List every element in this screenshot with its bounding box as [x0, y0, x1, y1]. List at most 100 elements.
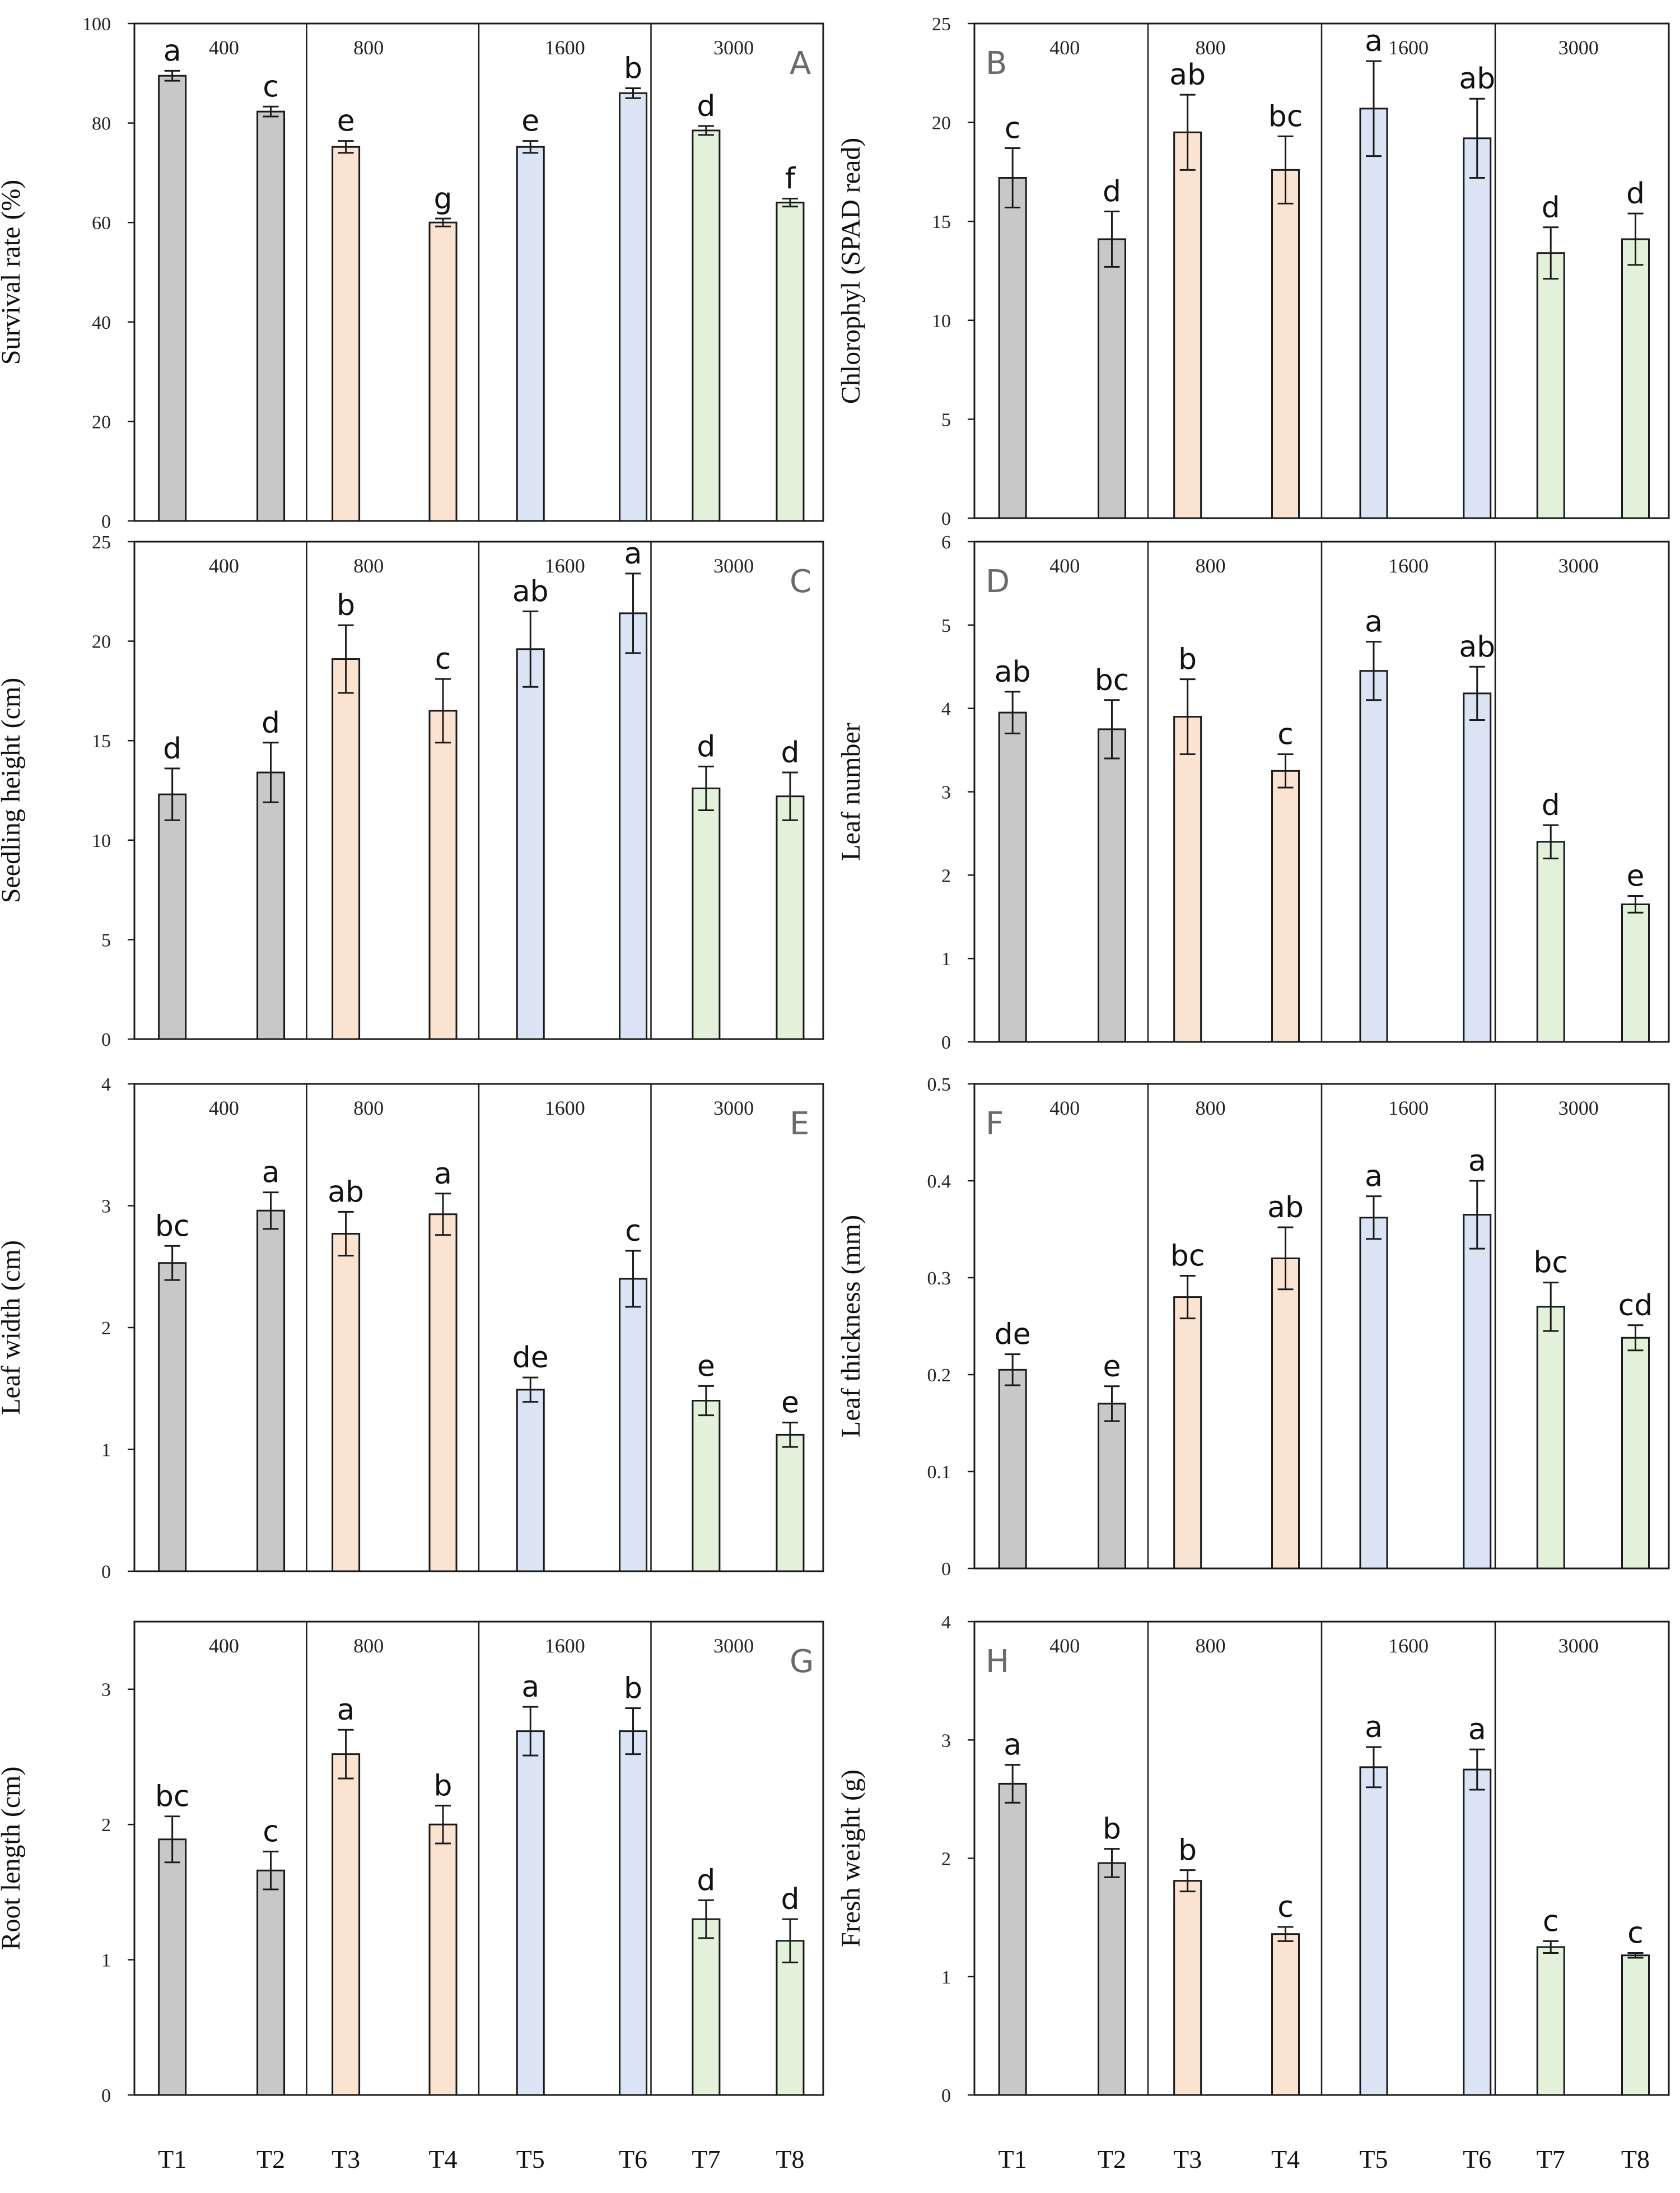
bar-t5 — [516, 648, 545, 1040]
bar-t7 — [1536, 1946, 1565, 2096]
y-tick-label: 1 — [941, 949, 951, 970]
y-tick-label: 40 — [92, 313, 111, 333]
significance-label: a — [262, 1156, 280, 1190]
y-tick-label: 0 — [941, 1032, 951, 1053]
group-label: 1600 — [1388, 555, 1429, 577]
y-tick-label: 20 — [92, 632, 111, 653]
y-tick-label: 4 — [941, 1612, 951, 1633]
significance-label: ab — [995, 655, 1031, 689]
bar-t7 — [692, 129, 721, 522]
bar-t4 — [428, 710, 458, 1040]
significance-label: c — [1543, 1905, 1559, 1938]
y-tick-label: 6 — [941, 532, 951, 553]
panel-letter: A — [790, 45, 811, 82]
y-tick-label: 0 — [941, 509, 951, 529]
group-label: 1600 — [1388, 1635, 1429, 1657]
significance-label: d — [163, 732, 181, 766]
y-tick-label: 5 — [941, 616, 951, 636]
y-tick-label: 4 — [101, 1074, 111, 1095]
significance-label: ab — [1169, 58, 1206, 92]
group-label: 400 — [1049, 1635, 1080, 1657]
significance-label: bc — [155, 1780, 190, 1814]
bar-t1 — [158, 793, 187, 1040]
bar-t2 — [256, 1869, 286, 2096]
x-tick-label-t6: T6 — [619, 2145, 647, 2173]
y-tick-label: 1 — [941, 1967, 951, 1988]
bar-t1 — [158, 75, 187, 522]
y-tick-label: 1 — [101, 1950, 111, 1971]
y-axis-label: Survival rate (%) — [0, 180, 26, 365]
panel-a: 0 20 40 60 80 100 Survival rate (%) 400 800 1600 3… — [0, 14, 824, 532]
bar-t6 — [619, 1730, 648, 2096]
bar-t3 — [1173, 716, 1202, 1043]
y-tick-label: 1 — [101, 1440, 111, 1461]
x-tick-label-t5: T5 — [516, 2145, 545, 2173]
panel-letter: H — [986, 1643, 1009, 1680]
group-label: 3000 — [1558, 36, 1599, 59]
significance-label: a — [1365, 1711, 1383, 1744]
significance-label: c — [1627, 1917, 1644, 1950]
bar-t1 — [998, 176, 1027, 519]
significance-label: a — [624, 537, 642, 571]
group-label: 800 — [1196, 555, 1226, 577]
bar-t3 — [332, 146, 361, 522]
y-tick-label: 0.1 — [927, 1462, 951, 1483]
significance-label: b — [624, 1672, 642, 1706]
significance-label: a — [1365, 1160, 1383, 1194]
bar-t5 — [1359, 670, 1388, 1043]
significance-label: a — [164, 34, 181, 68]
bar-t4 — [428, 221, 458, 522]
significance-label: g — [434, 182, 452, 216]
significance-label: e — [337, 105, 355, 138]
x-tick-label-t4: T4 — [428, 2145, 457, 2173]
bar-t6 — [1463, 137, 1492, 519]
y-tick-label: 25 — [932, 14, 951, 35]
group-label: 400 — [209, 555, 239, 577]
group-label: 800 — [1196, 1635, 1226, 1657]
significance-label: b — [1103, 1813, 1121, 1846]
bar-t7 — [1536, 252, 1565, 519]
significance-label: c — [1277, 1891, 1294, 1924]
bar-t3 — [1173, 1296, 1202, 1570]
significance-label: bc — [1268, 100, 1303, 133]
x-tick-label-t5: T5 — [1359, 2145, 1388, 2173]
y-tick-label: 0 — [101, 1562, 111, 1582]
y-tick-label: 2 — [101, 1318, 111, 1339]
significance-label: d — [262, 706, 280, 740]
bar-t8 — [1621, 1337, 1650, 1570]
bar-t2 — [1098, 1403, 1127, 1570]
significance-label: d — [1542, 191, 1560, 225]
group-label: 3000 — [1558, 555, 1599, 577]
group-label: 800 — [1196, 36, 1226, 59]
significance-label: a — [1468, 1144, 1486, 1178]
y-tick-label: 3 — [101, 1680, 111, 1701]
bar-t1 — [158, 1838, 187, 2096]
group-label: 3000 — [713, 1097, 754, 1119]
significance-label: bc — [1533, 1246, 1568, 1280]
group-label: 800 — [1196, 1097, 1226, 1119]
group-label: 800 — [353, 1635, 384, 1657]
panel-g: 0 1 2 3 Root length (cm) 400 800 1600 3000 Gbc c a b… — [0, 1621, 824, 2106]
y-tick-label: 25 — [92, 532, 111, 553]
bar-t6 — [619, 1278, 648, 1572]
significance-label: ab — [328, 1175, 364, 1209]
y-axis-label: Leaf number — [836, 723, 866, 861]
bar-t8 — [776, 1433, 805, 1572]
x-axis-labels: T1 T2 T3 T4 T5 T6 T7 T8 T1 T2 T3 T4 T5 T6 T7 T8 — [158, 2145, 1650, 2173]
group-label: 1600 — [545, 36, 585, 59]
significance-label: de — [512, 1341, 549, 1375]
y-tick-label: 4 — [941, 699, 951, 720]
group-label: 1600 — [545, 555, 585, 577]
bar-t4 — [1271, 169, 1300, 519]
bar-t6 — [1463, 1214, 1492, 1570]
significance-label: b — [1178, 643, 1197, 677]
panel-letter: G — [790, 1643, 814, 1680]
y-tick-label: 0.3 — [927, 1268, 951, 1289]
x-tick-label-t8: T8 — [1621, 2145, 1650, 2173]
significance-label: d — [1103, 175, 1121, 209]
significance-label: b — [434, 1769, 452, 1803]
panel-letter: F — [986, 1106, 1004, 1142]
bar-t2 — [256, 1209, 286, 1572]
